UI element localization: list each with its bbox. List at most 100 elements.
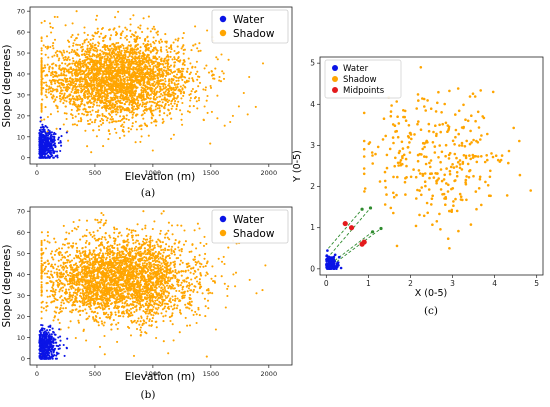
legend-shadow-marker [219,29,227,37]
shadow-point [157,64,161,68]
shadow-point [97,85,100,88]
shadow-point [81,60,84,63]
shadow-point [149,239,152,242]
shadow-point [107,59,110,62]
shadow-point [75,276,78,279]
shadow-point [98,128,101,132]
shadow-point [158,114,161,117]
shadow-point [84,39,87,42]
shadow-point [215,56,218,59]
shadow-point [138,55,141,58]
shadow-point [73,71,77,74]
shadow-point [114,74,118,77]
shadow-point [81,65,84,68]
shadow-point [229,120,232,124]
shadow-point [152,75,155,78]
shadow-point [77,33,80,36]
shadow-point [118,45,121,48]
shadow-point [172,91,175,94]
shadow-point [59,92,62,95]
shadow-point [61,82,64,85]
y-tick-label: 30 [17,91,25,99]
shadow-point [103,104,106,107]
shadow-point [167,103,170,107]
shadow-point [128,309,131,312]
shadow-point [136,37,139,40]
legend-water-marker [219,15,227,23]
shadow-point [226,294,229,298]
shadow-point [135,53,138,56]
shadow-point [126,97,129,101]
shadow-point [159,85,162,89]
shadow-point [67,274,70,277]
shadow-point [98,345,102,348]
shadow-point [105,109,108,112]
shadow-point [143,66,147,69]
shadow-point [119,119,122,123]
shadow-point [95,18,98,21]
shadow-point [137,234,140,237]
shadow-point [88,99,92,102]
shadow-point [88,67,91,70]
shadow-point [76,79,80,82]
shadow-point [221,70,224,73]
shadow-point [155,66,158,69]
shadow-point [108,61,111,64]
shadow-point [81,112,84,115]
shadow-point [52,47,55,50]
shadow-point [95,81,98,84]
shadow-point [92,48,95,51]
shadow-point [158,40,161,43]
water-point [45,132,49,135]
shadow-point [79,63,82,66]
shadow-point [109,303,113,306]
shadow-point [149,50,152,53]
shadow-point [74,53,77,56]
shadow-point [59,100,62,103]
shadow-point [135,81,139,84]
water-point [42,128,45,131]
y-tick-label: 20 [17,112,25,120]
shadow-point [132,69,135,72]
shadow-point [136,78,139,81]
shadow-point [164,77,167,80]
shadow-point [127,56,130,59]
shadow-point [76,246,79,249]
shadow-point [106,47,110,50]
shadow-point [162,340,165,343]
shadow-point [147,134,150,137]
shadow-point [188,73,191,76]
shadow-point [156,63,159,66]
shadow-point [158,95,161,98]
shadow-point [87,75,90,78]
shadow-point [109,54,112,57]
shadow-point [71,81,74,84]
shadow-point [54,51,57,54]
shadow-point [168,65,171,68]
shadow-point [191,77,194,80]
shadow-point [102,63,105,66]
shadow-point [164,74,168,78]
shadow-point [196,280,199,283]
shadow-point [149,110,153,114]
shadow-point [40,52,43,55]
shadow-point [134,66,137,69]
shadow-point [112,48,115,51]
shadow-point [68,51,71,54]
shadow-point [144,91,147,94]
shadow-point [44,45,47,48]
shadow-point [189,289,192,292]
shadow-point [196,47,199,50]
shadow-point [152,46,155,50]
shadow-point [71,116,74,120]
shadow-point [177,77,180,80]
shadow-point [171,298,174,302]
shadow-point [74,74,77,77]
shadow-point [102,39,105,42]
shadow-point [122,252,125,256]
shadow-point [89,233,92,236]
shadow-point [125,76,128,79]
shadow-point [85,64,88,67]
shadow-point [83,78,86,81]
